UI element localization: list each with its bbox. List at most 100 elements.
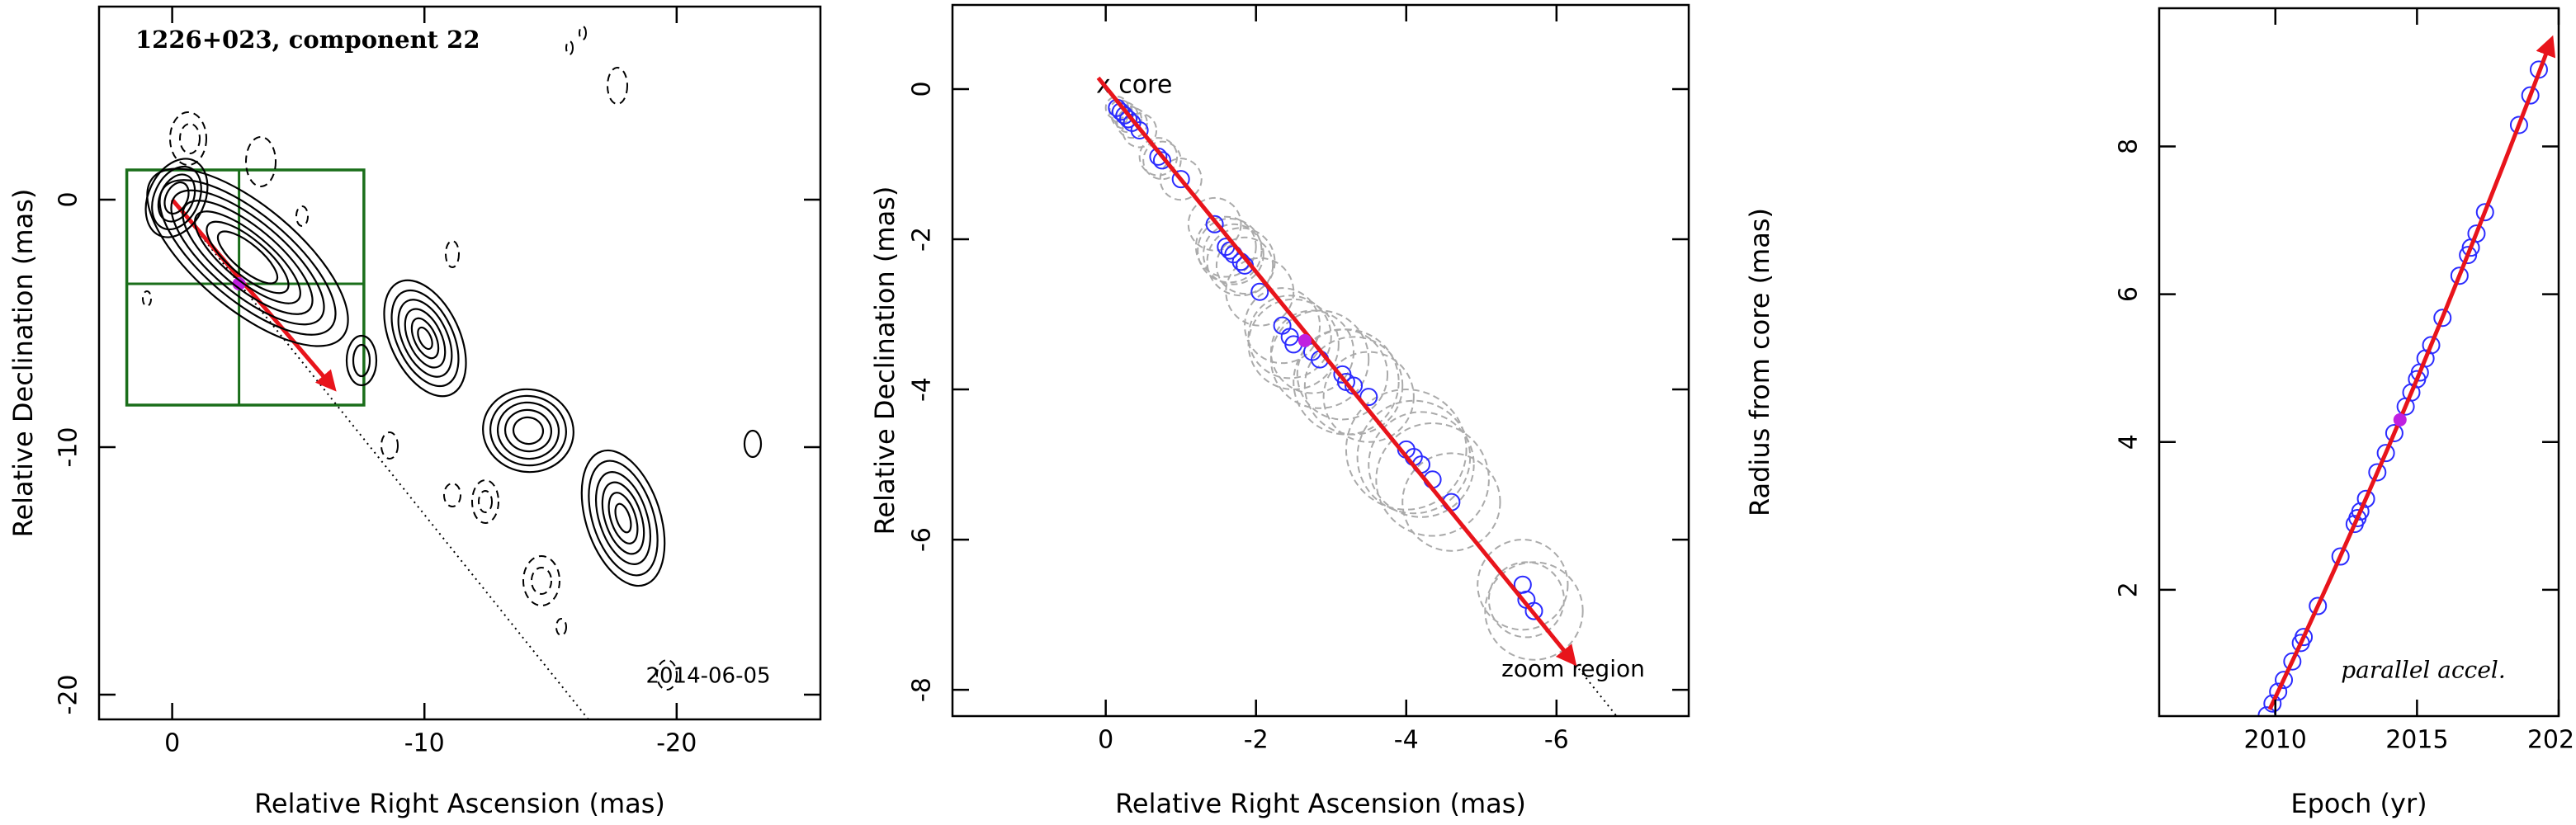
y-tick-label: 6	[2115, 286, 2144, 302]
component-size	[1187, 196, 1242, 252]
y-axis-label: Relative Declination (mas)	[869, 186, 900, 535]
component-position	[1250, 282, 1269, 301]
contour-core	[144, 158, 209, 238]
reference-point	[2393, 412, 2407, 427]
component-size	[1293, 328, 1400, 436]
component-size	[1122, 112, 1158, 148]
component-position	[2269, 682, 2288, 701]
contour-knot	[743, 429, 763, 459]
plot-frame	[2158, 7, 2560, 718]
component-position	[2459, 246, 2478, 265]
component-size	[1159, 158, 1203, 201]
y-tick-label: -2	[908, 227, 937, 252]
x-tick-label: 0	[1098, 726, 1113, 755]
core-label: x core	[1096, 71, 1172, 100]
component-position	[2331, 547, 2350, 566]
plot-area	[1096, 76, 1618, 716]
motion-vector	[2267, 35, 2556, 711]
plot-area	[2257, 35, 2556, 716]
motion-vector	[170, 198, 337, 392]
y-tick-label: 0	[908, 81, 937, 97]
component-size	[1487, 561, 1565, 639]
x-tick-label: -10	[404, 729, 445, 758]
fit-label: parallel accel.	[2341, 657, 2506, 684]
component-size	[1303, 336, 1404, 436]
x-tick-label: -2	[1244, 726, 1269, 755]
component-size	[1225, 257, 1295, 327]
component-position	[1118, 110, 1137, 129]
extrapolation-line	[1571, 659, 1618, 716]
component-position	[2309, 596, 2328, 615]
component-position	[2263, 694, 2282, 713]
x-tick-label: -4	[1394, 726, 1419, 755]
x-tick-label: 2020	[2527, 726, 2576, 755]
component-position	[2351, 502, 2370, 521]
contour-knot	[482, 388, 574, 474]
component-size	[1296, 328, 1389, 421]
y-tick-label: 8	[2115, 139, 2144, 154]
component-position	[1149, 147, 1168, 166]
component-size	[1215, 236, 1274, 295]
epoch-label: 2014-06-05	[645, 664, 770, 689]
component-size	[1110, 101, 1139, 130]
component-size	[1401, 452, 1501, 552]
contour-knot	[580, 449, 666, 587]
component-size	[1247, 295, 1332, 380]
component-position	[2295, 628, 2314, 647]
component-size	[1269, 309, 1370, 409]
contour-map	[142, 26, 763, 691]
component-size	[1247, 298, 1340, 391]
y-axis-label: Relative Declination (mas)	[7, 189, 39, 538]
x-axis-label: Relative Right Ascension (mas)	[1115, 788, 1526, 819]
component-position	[2368, 463, 2387, 482]
component-size	[1368, 411, 1475, 518]
motion-vector	[1096, 76, 1577, 667]
component-position	[2275, 671, 2294, 690]
component-size	[1484, 561, 1584, 661]
x-tick-label: 2010	[2244, 726, 2307, 755]
component-position	[2450, 266, 2469, 285]
y-axis-label: Radius from core (mas)	[1744, 208, 1775, 516]
component-size	[1142, 140, 1182, 181]
component-size	[1138, 137, 1179, 177]
component-size	[1244, 287, 1321, 365]
plot-frame	[97, 5, 822, 721]
component-size	[1116, 106, 1148, 139]
component-size	[1194, 215, 1257, 278]
contour-knot	[345, 334, 378, 387]
component-position	[2509, 116, 2528, 134]
zoom-box	[125, 168, 366, 407]
component-position	[2433, 309, 2452, 328]
component-position	[1273, 316, 1292, 335]
component-position	[2356, 489, 2375, 508]
y-tick-label: 0	[54, 191, 83, 207]
y-tick-label: 2	[2115, 582, 2144, 597]
x-axis-label: Epoch (yr)	[2290, 788, 2427, 819]
component-size	[1114, 105, 1142, 134]
component-size	[1322, 351, 1415, 443]
x-tick-label: 2015	[2385, 726, 2448, 755]
component-position	[2385, 423, 2403, 442]
component-size	[1203, 223, 1264, 285]
contour-knot	[383, 279, 467, 398]
y-tick-label: -4	[908, 377, 937, 402]
x-tick-label: 0	[164, 729, 180, 758]
x-tick-label: -20	[656, 729, 697, 758]
component-position	[2376, 444, 2395, 463]
y-tick-label: -10	[54, 427, 83, 468]
panel-title: 1226+023, component 22	[135, 26, 480, 54]
y-tick-label: 4	[2115, 434, 2144, 450]
component-size	[1375, 422, 1490, 537]
component-position	[2467, 224, 2486, 243]
component-position	[1130, 121, 1149, 140]
component-position	[2283, 652, 2302, 671]
component-position	[1205, 214, 1224, 233]
y-tick-label: -8	[908, 677, 937, 702]
y-tick-label: -20	[54, 675, 83, 715]
component-position	[2422, 336, 2441, 355]
y-tick-label: -6	[908, 527, 937, 552]
component-size	[1269, 309, 1355, 394]
negative-contours	[142, 26, 678, 691]
